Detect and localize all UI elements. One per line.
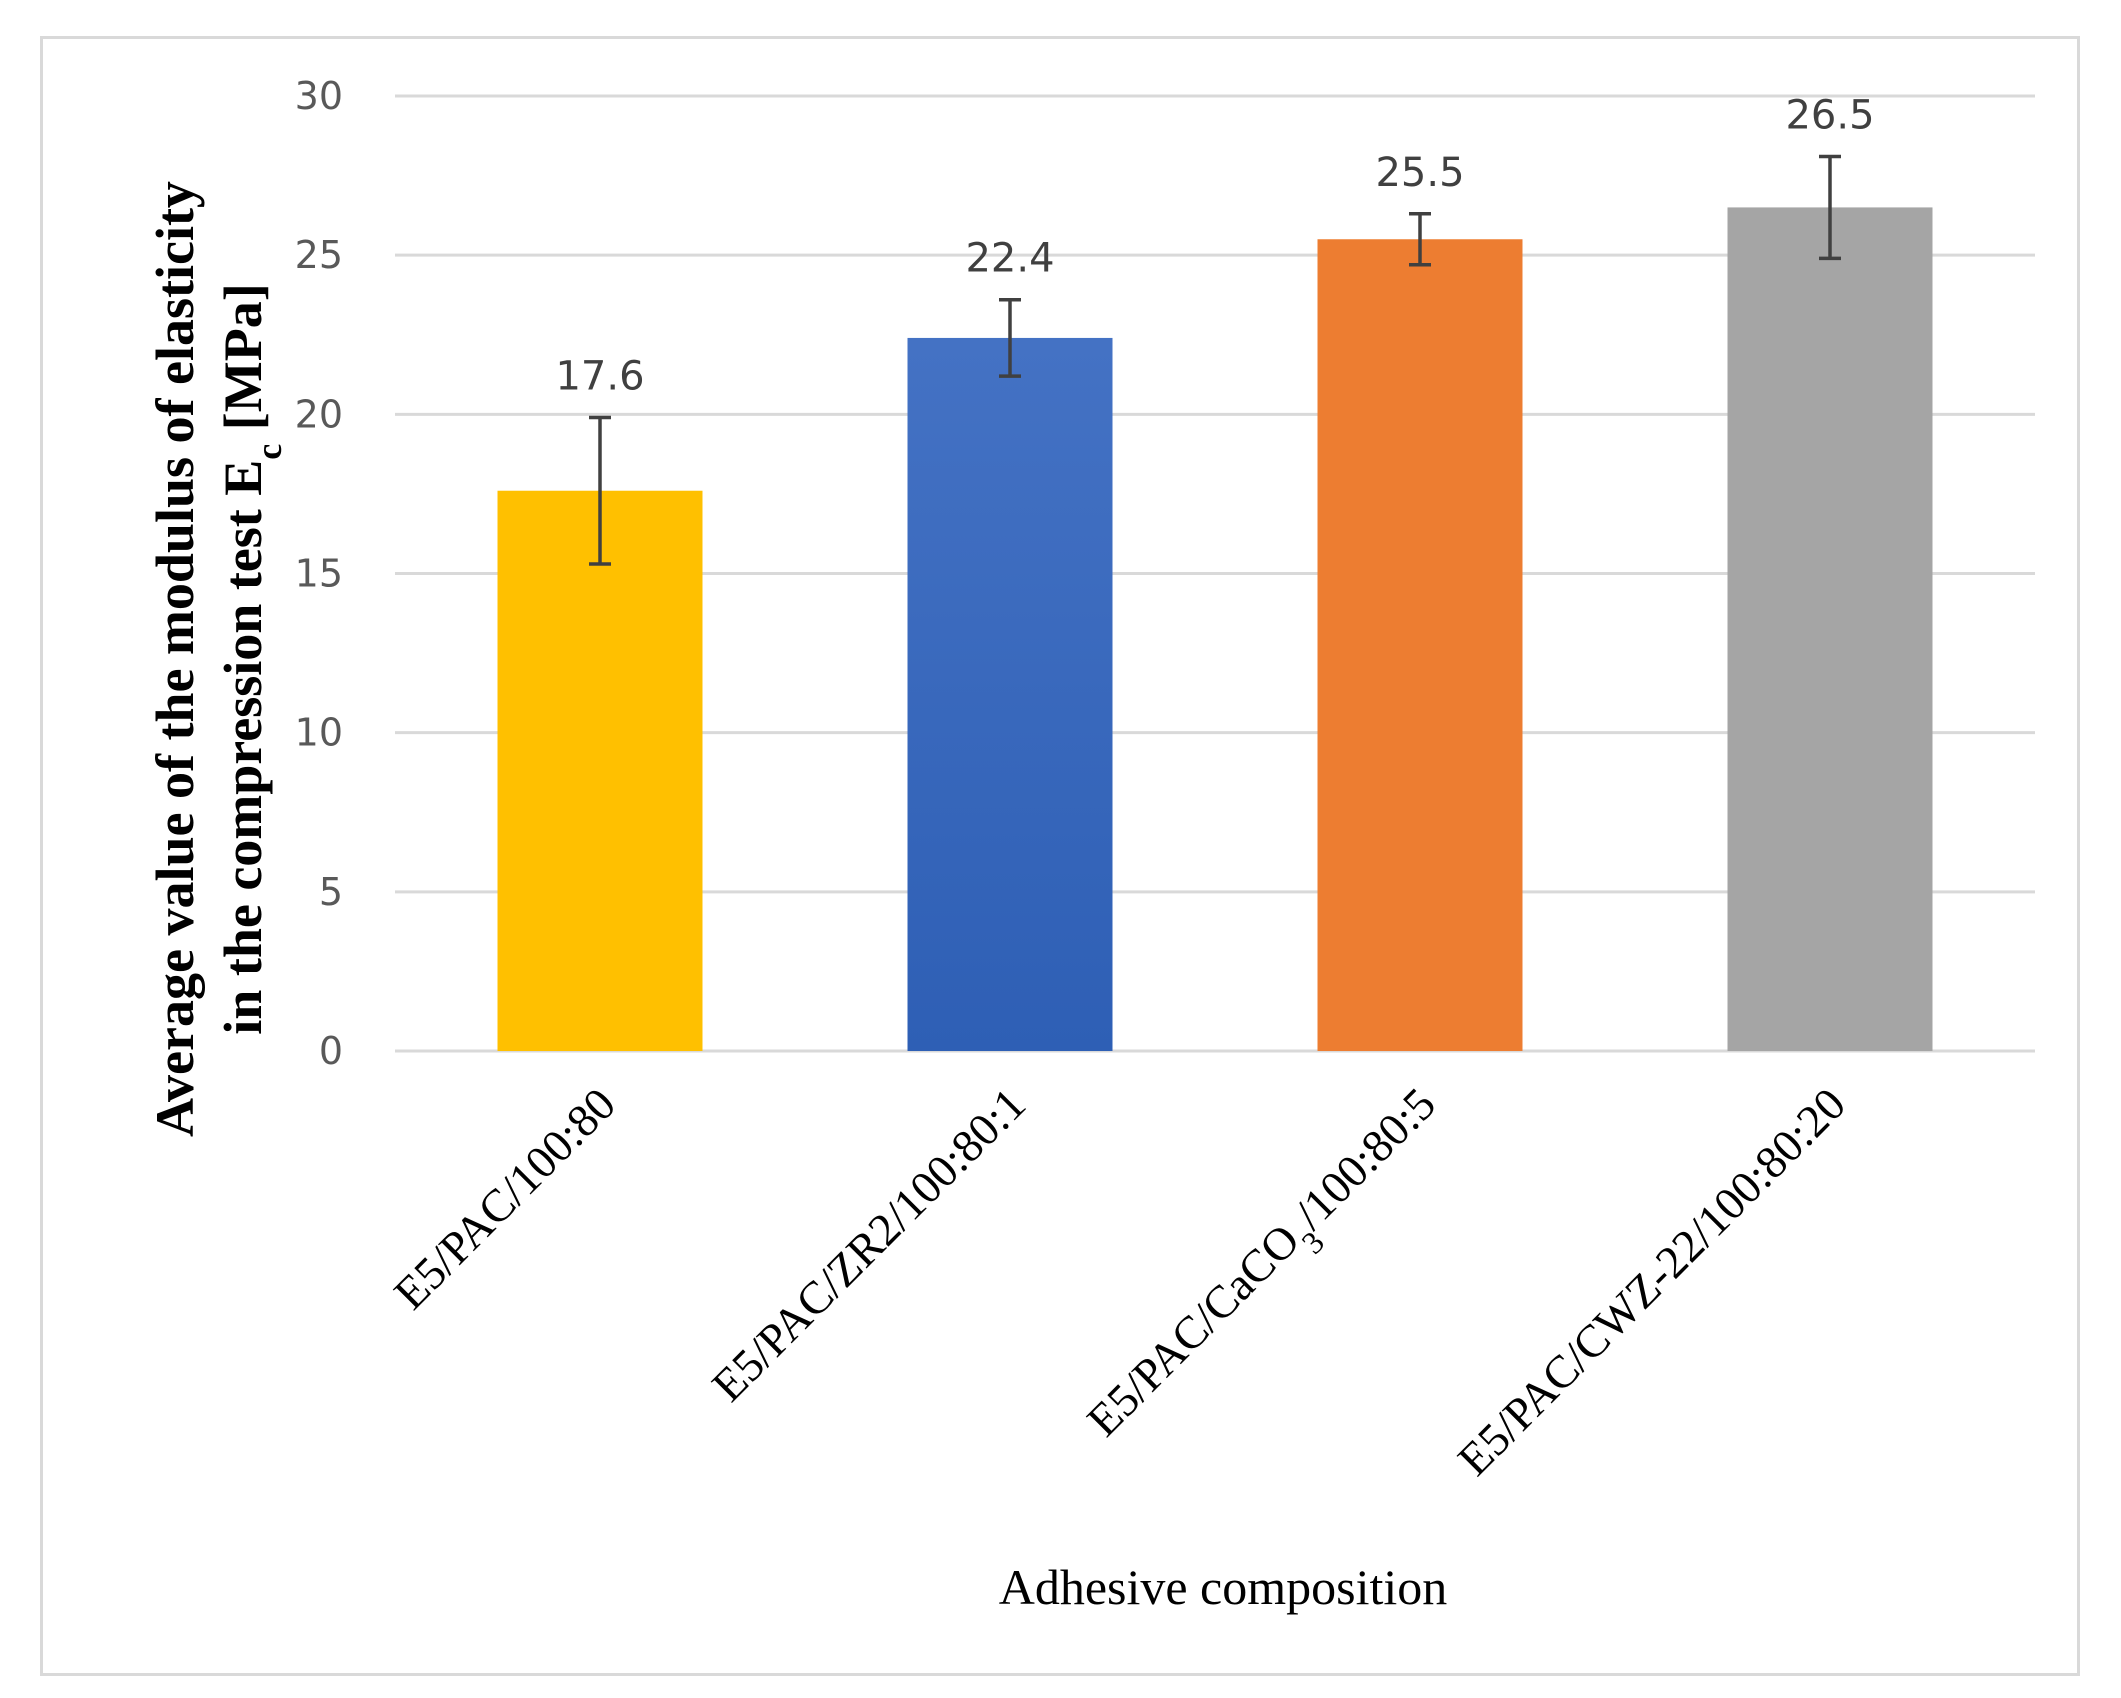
category-label-4-base: E5/PAC/CWZ-22/100:80:20: [1448, 1078, 1855, 1485]
data-label-3: 25.5: [1375, 150, 1464, 196]
y-tick-label-10: 10: [295, 711, 343, 755]
y-tick-label-15: 15: [295, 552, 343, 596]
category-label-4: E5/PAC/CWZ-22/100:80:20: [1448, 1078, 1855, 1485]
y-axis-title-line-1: Average value of the modulus of elastici…: [145, 181, 205, 1137]
error-bar-1: [589, 415, 611, 566]
category-label-2: E5/PAC/ZR2/100:80:1: [702, 1078, 1035, 1411]
bar-2: [907, 337, 1113, 1051]
error-bar-3: [1409, 212, 1431, 267]
y-tick-label-30: 30: [295, 74, 343, 118]
data-label-4: 26.5: [1785, 92, 1874, 138]
bar-chart: 17.6 22.4 25.5 26.5 0 5 10 15 20 25 30 E5/PAC/100…: [145, 74, 2035, 1615]
y-tick-label-5: 5: [319, 870, 343, 914]
category-label-3-base: E5/PAC/CaCO: [1077, 1214, 1309, 1446]
category-label-3: E5/PAC/CaCO3/100:80:5: [1077, 1078, 1455, 1456]
category-label-1: E5/PAC/100:80: [384, 1078, 625, 1319]
bar-3: [1317, 239, 1523, 1051]
y-axis-title-line-2: in the compression test Ec [MPa]: [213, 283, 289, 1034]
chart-frame: 17.6 22.4 25.5 26.5 0 5 10 15 20 25 30 E5/PAC/100…: [40, 36, 2080, 1676]
y-tick-label-25: 25: [295, 233, 343, 277]
data-label-1: 17.6: [555, 354, 644, 400]
category-label-1-base: E5/PAC/100:80: [384, 1078, 625, 1319]
y-tick-label-0: 0: [319, 1029, 343, 1073]
data-label-2: 22.4: [965, 236, 1054, 282]
y-axis-title-suffix: [MPa]: [213, 283, 273, 443]
y-tick-label-20: 20: [295, 392, 343, 436]
error-bar-2: [999, 297, 1021, 378]
y-axis-title-subscript: c: [249, 444, 289, 460]
error-bar-4: [1819, 154, 1841, 261]
category-label-3-tail: /100:80:5: [1284, 1078, 1445, 1239]
bar-4: [1727, 207, 1933, 1051]
bar-1: [497, 490, 703, 1051]
x-axis-title: Adhesive composition: [999, 1559, 1448, 1615]
category-label-2-base: E5/PAC/ZR2/100:80:1: [702, 1078, 1035, 1411]
y-axis-title-prefix: in the compression test E: [213, 460, 273, 1035]
